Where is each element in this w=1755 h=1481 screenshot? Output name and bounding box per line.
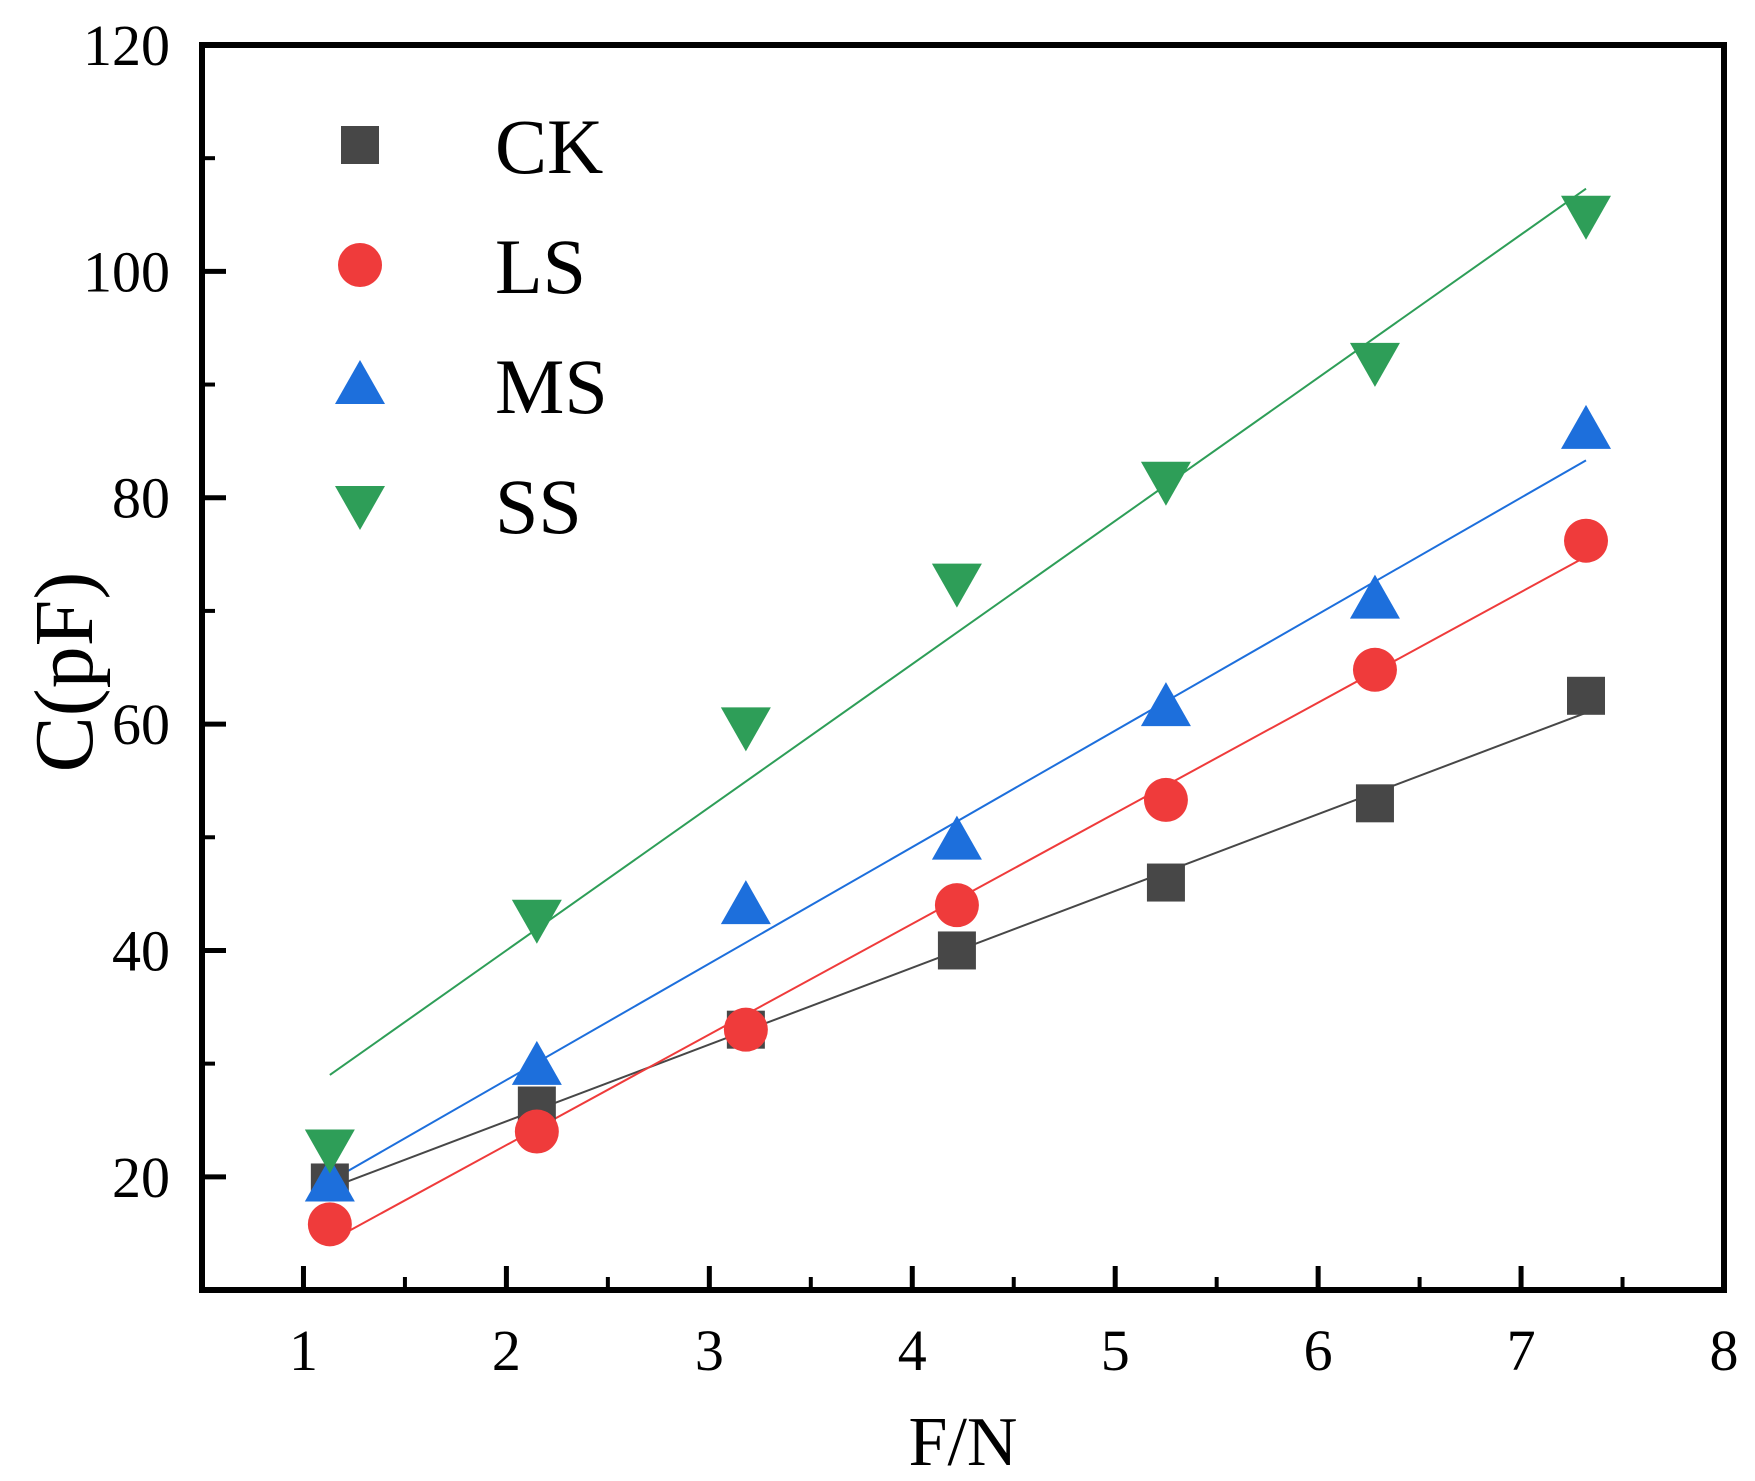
point-ck <box>1356 784 1394 822</box>
point-ss <box>932 564 982 608</box>
legend-marker-ms <box>335 360 385 404</box>
point-ms <box>1350 575 1400 619</box>
point-ls <box>515 1110 559 1154</box>
point-ss <box>721 707 771 751</box>
legend-marker-ss <box>335 486 385 530</box>
point-ss <box>1561 196 1611 240</box>
point-ck <box>1567 677 1605 715</box>
point-ms <box>512 1041 562 1085</box>
y-tick-label: 80 <box>112 466 170 531</box>
point-ms <box>932 816 982 860</box>
x-tick-label: 4 <box>898 1318 927 1383</box>
point-ck <box>1147 864 1185 902</box>
legend-label-ms: MS <box>495 343 608 430</box>
point-ls <box>935 883 979 927</box>
point-ss <box>1141 462 1191 506</box>
legend-marker-ck <box>341 126 379 164</box>
x-tick-label: 8 <box>1710 1318 1739 1383</box>
y-tick-label: 60 <box>112 692 170 757</box>
point-ms <box>1561 405 1611 449</box>
point-ls <box>1564 519 1608 563</box>
legend-label-ck: CK <box>495 103 603 190</box>
point-ms <box>721 880 771 924</box>
x-axis-title: F/N <box>909 1404 1018 1481</box>
point-ck <box>938 931 976 969</box>
point-ss <box>1350 343 1400 387</box>
x-tick-label: 5 <box>1101 1318 1130 1383</box>
legend: CK LS MS SS <box>335 103 608 550</box>
x-tick-label: 6 <box>1304 1318 1333 1383</box>
legend-label-ls: LS <box>495 223 586 310</box>
point-ls <box>724 1008 768 1052</box>
plot-frame <box>202 45 1724 1290</box>
x-tick-label: 3 <box>695 1318 724 1383</box>
legend-label-ss: SS <box>495 463 582 550</box>
point-ls <box>1144 778 1188 822</box>
point-ss <box>512 900 562 944</box>
y-tick-label: 120 <box>83 13 170 78</box>
y-tick-label: 40 <box>112 918 170 983</box>
point-ms <box>1141 682 1191 726</box>
point-ls <box>308 1202 352 1246</box>
x-tick-label: 7 <box>1507 1318 1536 1383</box>
y-tick-label: 20 <box>112 1145 170 1210</box>
legend-marker-ls <box>338 243 382 287</box>
y-axis-title: C(pF) <box>18 572 111 773</box>
x-tick-label: 2 <box>492 1318 521 1383</box>
y-tick-label: 100 <box>83 239 170 304</box>
x-tick-label: 1 <box>289 1318 318 1383</box>
capacitance-force-chart: 1 2 3 4 5 6 7 8 20 40 60 80 100 120 F/N C(pF) CK LS MS S… <box>0 0 1755 1481</box>
point-ls <box>1353 648 1397 692</box>
